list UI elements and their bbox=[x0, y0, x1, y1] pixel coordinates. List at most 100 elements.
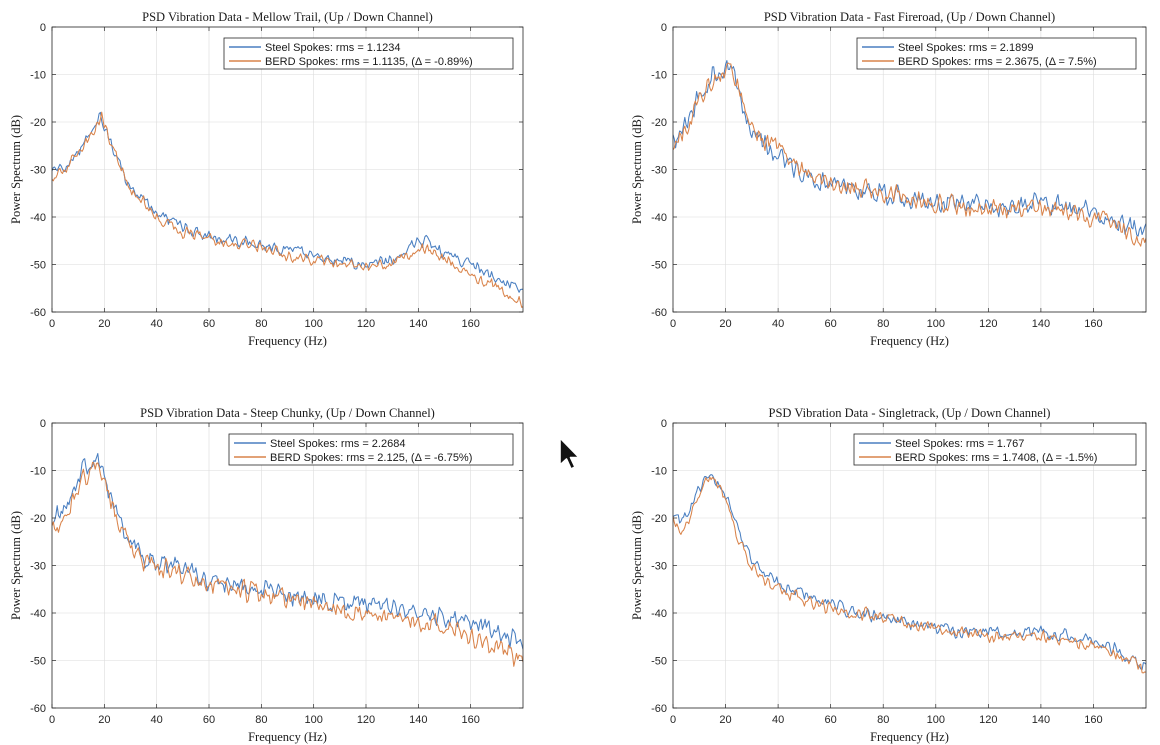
grid-lines bbox=[672, 26, 1146, 313]
x-tick-label: 140 bbox=[1032, 714, 1050, 726]
grid-lines bbox=[672, 422, 1146, 709]
legend-box bbox=[223, 37, 514, 70]
y-tick-label: -60 bbox=[651, 703, 667, 715]
x-tick-label: 20 bbox=[719, 714, 731, 726]
x-tick-label: 0 bbox=[49, 318, 55, 330]
x-tick-label: 40 bbox=[772, 318, 784, 330]
x-tick-label: 20 bbox=[719, 318, 731, 330]
series-line-steel bbox=[673, 474, 1146, 670]
legend-entry: BERD Spokes: rms = 1.7408, (Δ = -1.5%) bbox=[895, 452, 1097, 464]
y-tick-label: -10 bbox=[651, 70, 667, 82]
y-tick-label: -60 bbox=[30, 703, 46, 715]
x-tick-label: 140 bbox=[409, 318, 427, 330]
legend-entry: BERD Spokes: rms = 1.1135, (Δ = -0.89%) bbox=[265, 56, 473, 68]
y-tick-label: -20 bbox=[30, 117, 46, 129]
series-line-berd bbox=[673, 62, 1146, 247]
x-tick-label: 0 bbox=[670, 318, 676, 330]
y-tick-label: -20 bbox=[651, 513, 667, 525]
legend-box bbox=[228, 433, 514, 466]
y-tick-label: -40 bbox=[651, 608, 667, 620]
x-tick-label: 160 bbox=[461, 318, 479, 330]
x-tick-label: 80 bbox=[255, 714, 267, 726]
y-tick-label: 0 bbox=[661, 22, 667, 34]
y-tick-label: -30 bbox=[30, 561, 46, 573]
y-tick-label: -60 bbox=[651, 307, 667, 319]
x-axis-label: Frequency (Hz) bbox=[870, 334, 949, 348]
chart-panel-3: 0 20 40 60 80 100 120 140 160 0 -10 -20 -30 -40 -50 -60… bbox=[9, 406, 524, 744]
y-tick-label: -50 bbox=[651, 656, 667, 668]
y-tick-label: -50 bbox=[651, 260, 667, 272]
series-lines bbox=[673, 60, 1146, 247]
x-tick-label: 160 bbox=[461, 714, 479, 726]
legend-entry: BERD Spokes: rms = 2.3675, (Δ = 7.5%) bbox=[898, 56, 1097, 68]
y-tick-label: -30 bbox=[651, 165, 667, 177]
legend: Steel Spokes: rms = 1.1234 BERD Spokes: r… bbox=[223, 37, 514, 70]
x-axis-label: Frequency (Hz) bbox=[870, 730, 949, 744]
series-line-berd bbox=[52, 111, 523, 308]
chart-panel-4: 0 20 40 60 80 100 120 140 160 0 -10 -20 -30 -40 -50 -60… bbox=[630, 406, 1147, 744]
y-tick-label: -60 bbox=[30, 307, 46, 319]
x-tick-label: 120 bbox=[357, 714, 375, 726]
y-tick-label: -40 bbox=[651, 212, 667, 224]
y-axis-label: Power Spectrum (dB) bbox=[9, 511, 23, 620]
legend-entry: BERD Spokes: rms = 2.125, (Δ = -6.75%) bbox=[270, 452, 472, 464]
x-tick-label: 100 bbox=[304, 318, 322, 330]
series-line-berd bbox=[673, 476, 1146, 674]
y-tick-label: -50 bbox=[30, 260, 46, 272]
chart-panel-1: 0 20 40 60 80 100 120 140 160 0 -10 -20 -30 -40 -50 -60… bbox=[9, 10, 524, 348]
series-lines bbox=[673, 474, 1146, 674]
x-tick-label: 20 bbox=[98, 318, 110, 330]
x-tick-label: 100 bbox=[927, 714, 945, 726]
y-axis-label: Power Spectrum (dB) bbox=[630, 511, 644, 620]
legend-box bbox=[856, 37, 1137, 70]
y-tick-label: 0 bbox=[40, 22, 46, 34]
chart-title: PSD Vibration Data - Singletrack, (Up / … bbox=[769, 406, 1051, 420]
grid-lines bbox=[51, 422, 523, 709]
y-tick-label: -40 bbox=[30, 212, 46, 224]
x-axis-label: Frequency (Hz) bbox=[248, 334, 327, 348]
x-tick-label: 0 bbox=[49, 714, 55, 726]
legend-entry: Steel Spokes: rms = 1.767 bbox=[895, 438, 1024, 450]
y-tick-label: -50 bbox=[30, 656, 46, 668]
legend-entry: Steel Spokes: rms = 1.1234 bbox=[265, 42, 400, 54]
y-tick-label: -10 bbox=[30, 466, 46, 478]
y-tick-label: -10 bbox=[651, 466, 667, 478]
x-tick-label: 60 bbox=[203, 318, 215, 330]
y-tick-label: -30 bbox=[30, 165, 46, 177]
x-tick-label: 160 bbox=[1084, 318, 1102, 330]
x-tick-label: 80 bbox=[877, 714, 889, 726]
series-line-steel bbox=[52, 111, 523, 293]
x-tick-label: 100 bbox=[927, 318, 945, 330]
x-tick-label: 40 bbox=[151, 318, 163, 330]
legend: Steel Spokes: rms = 1.767 BERD Spokes: rm… bbox=[853, 433, 1137, 466]
legend: Steel Spokes: rms = 2.2684 BERD Spokes: r… bbox=[228, 433, 514, 466]
x-tick-label: 40 bbox=[772, 714, 784, 726]
chart-title: PSD Vibration Data - Steep Chunky, (Up /… bbox=[140, 406, 435, 420]
x-tick-label: 0 bbox=[670, 714, 676, 726]
y-tick-label: 0 bbox=[40, 418, 46, 430]
mouse-pointer-icon bbox=[559, 437, 580, 470]
y-tick-label: -40 bbox=[30, 608, 46, 620]
series-lines bbox=[52, 452, 523, 667]
y-axis-label: Power Spectrum (dB) bbox=[9, 115, 23, 224]
y-tick-label: -30 bbox=[651, 561, 667, 573]
x-tick-label: 80 bbox=[877, 318, 889, 330]
legend: Steel Spokes: rms = 2.1899 BERD Spokes: r… bbox=[856, 37, 1137, 70]
y-tick-label: -20 bbox=[651, 117, 667, 129]
chart-title: PSD Vibration Data - Fast Fireroad, (Up … bbox=[764, 10, 1055, 24]
x-tick-label: 80 bbox=[255, 318, 267, 330]
x-tick-label: 60 bbox=[203, 714, 215, 726]
y-axis-label: Power Spectrum (dB) bbox=[630, 115, 644, 224]
x-tick-label: 40 bbox=[151, 714, 163, 726]
x-tick-label: 20 bbox=[98, 714, 110, 726]
x-tick-label: 120 bbox=[979, 318, 997, 330]
x-tick-label: 120 bbox=[979, 714, 997, 726]
y-tick-label: -20 bbox=[30, 513, 46, 525]
series-line-steel bbox=[52, 452, 523, 650]
x-tick-label: 60 bbox=[825, 714, 837, 726]
series-line-berd bbox=[52, 461, 523, 667]
series-line-steel bbox=[673, 60, 1146, 237]
legend-entry: Steel Spokes: rms = 2.2684 bbox=[270, 438, 405, 450]
series-lines bbox=[52, 111, 523, 308]
